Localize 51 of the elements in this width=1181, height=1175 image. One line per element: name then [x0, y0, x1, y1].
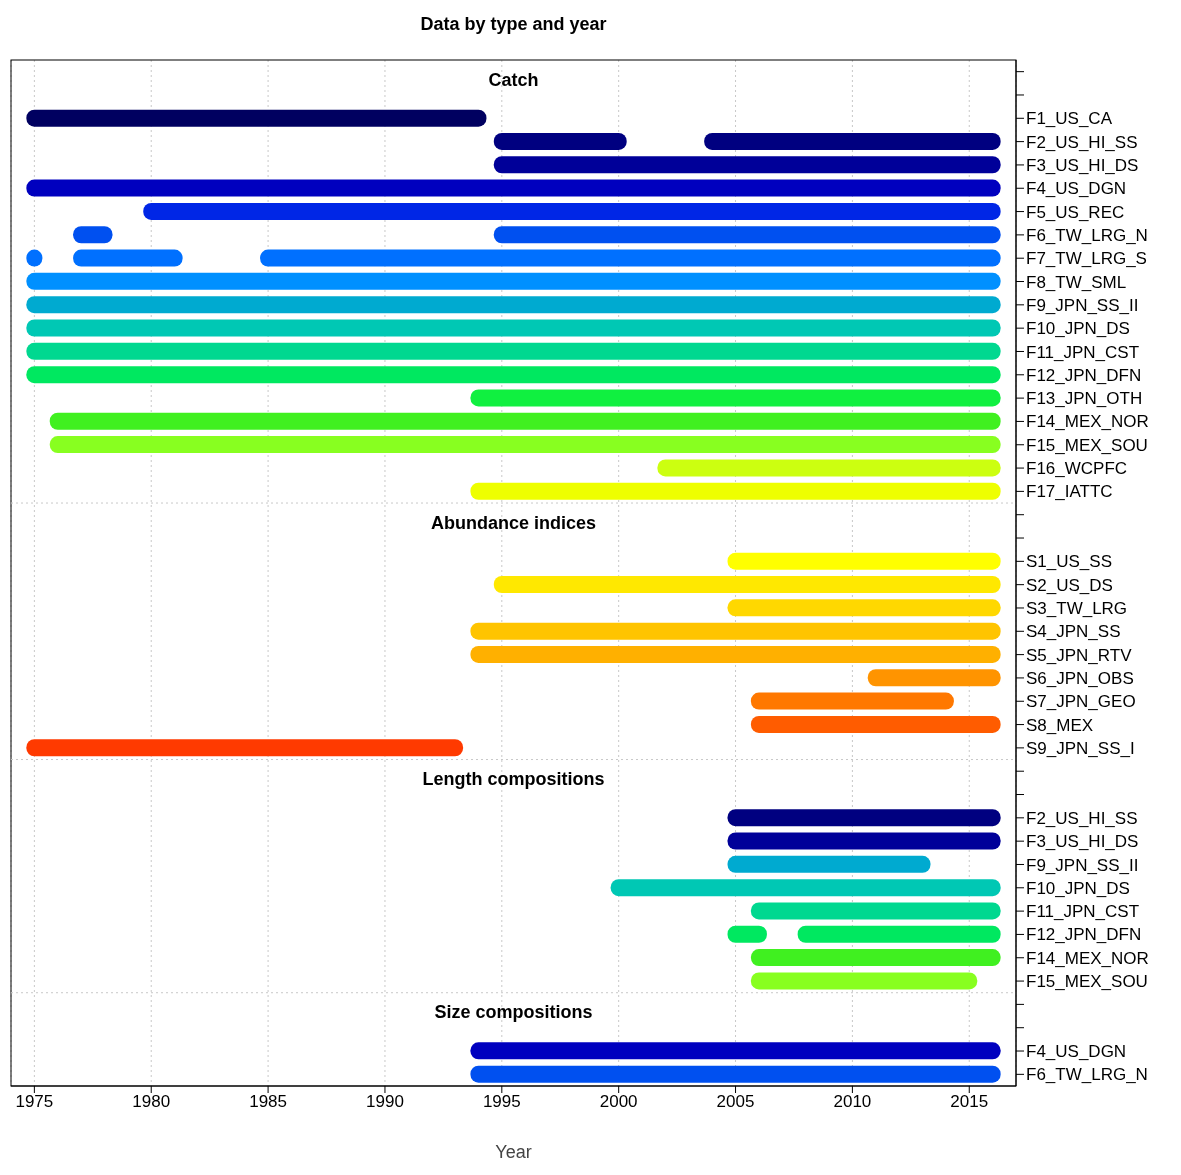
chart-title: Data by type and year	[420, 14, 607, 34]
y-tick-label: F16_WCPFC	[1026, 459, 1128, 479]
annotation: Length compositions	[422, 769, 605, 790]
y-tick-label: S9_JPN_SS_I	[1026, 738, 1135, 758]
y-tick-label: F13_JPN_OTH	[1026, 389, 1143, 409]
y-tick-label: F15_MEX_SOU	[1026, 435, 1148, 455]
y-tick-label: F9_JPN_SS_II	[1026, 295, 1139, 315]
y-tick-label: S5_JPN_RTV	[1026, 645, 1133, 665]
y-tick-label: S8_MEX	[1026, 715, 1094, 735]
x-tick-label: 1980	[132, 1092, 171, 1112]
x-tick-label: 2010	[833, 1092, 872, 1112]
y-tick-label: F6_TW_LRG_N	[1026, 225, 1148, 245]
y-tick-label: F2_US_HI_SS	[1026, 808, 1138, 828]
y-tick-label: F12_JPN_DFN	[1026, 925, 1142, 945]
y-tick-label: F14_MEX_NOR	[1026, 948, 1149, 968]
y-tick-label: S7_JPN_GEO	[1026, 692, 1136, 712]
y-tick-label: S2_US_DS	[1026, 575, 1113, 595]
x-tick-label: 1990	[366, 1092, 404, 1112]
y-tick-label: F9_JPN_SS_II	[1026, 855, 1139, 875]
y-tick-label: S3_TW_LRG	[1026, 599, 1128, 619]
y-tick-label: S4_JPN_SS	[1026, 622, 1121, 642]
x-tick-label: 1985	[249, 1092, 288, 1112]
y-tick-label: F17_IATTC	[1026, 482, 1113, 502]
y-tick-label: F11_JPN_CST	[1026, 342, 1140, 362]
x-tick-label: 2005	[716, 1092, 755, 1112]
y-tick-label: F14_MEX_NOR	[1026, 412, 1149, 432]
y-tick-label: F7_TW_LRG_S	[1026, 249, 1147, 269]
y-tick-label: F4_US_DGN	[1026, 179, 1127, 199]
annotation: Abundance indices	[430, 512, 597, 533]
y-tick-label: S1_US_SS	[1026, 552, 1112, 572]
x-tick-label: 2015	[950, 1092, 989, 1112]
y-tick-label: F10_JPN_DS	[1026, 878, 1130, 898]
annotation: Catch	[488, 69, 539, 90]
x-tick-label: 1995	[482, 1092, 521, 1112]
y-tick-label: F3_US_HI_DS	[1026, 155, 1139, 175]
y-tick-label: F4_US_DGN	[1026, 1042, 1127, 1062]
y-tick-label: F3_US_HI_DS	[1026, 832, 1139, 852]
y-tick-label: F5_US_REC	[1026, 202, 1125, 222]
annotation: Size compositions	[434, 1002, 593, 1023]
x-axis-title: Year	[495, 1142, 532, 1162]
y-tick-label: F12_JPN_DFN	[1026, 365, 1142, 385]
y-tick-label: F2_US_HI_SS	[1026, 132, 1138, 152]
y-tick-label: F8_TW_SML	[1026, 272, 1127, 292]
y-tick-label: S6_JPN_OBS	[1026, 668, 1134, 688]
x-tick-label: 1975	[15, 1092, 54, 1112]
y-tick-label: F11_JPN_CST	[1026, 902, 1140, 922]
y-tick-label: F10_JPN_DS	[1026, 319, 1130, 339]
y-tick-label: F1_US_CA	[1026, 109, 1113, 129]
y-tick-label: F15_MEX_SOU	[1026, 972, 1148, 992]
y-tick-label: F6_TW_LRG_N	[1026, 1065, 1148, 1085]
x-tick-label: 2000	[599, 1092, 638, 1112]
